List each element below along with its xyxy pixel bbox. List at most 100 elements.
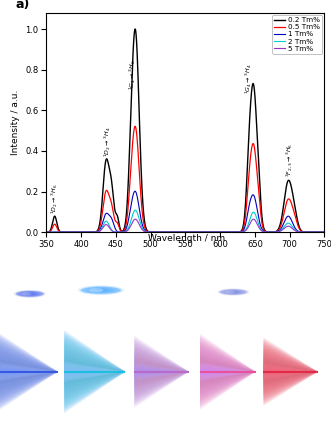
- Polygon shape: [64, 361, 125, 382]
- Polygon shape: [263, 369, 318, 374]
- 5 Tm%: [317, 230, 321, 235]
- Polygon shape: [134, 369, 189, 374]
- Text: $^3F_{2,3}{\rightarrow}^3H_6$: $^3F_{2,3}{\rightarrow}^3H_6$: [285, 143, 294, 177]
- Point: [261, 369, 265, 374]
- Line: 2 Tm%: 2 Tm%: [46, 210, 324, 232]
- Polygon shape: [0, 334, 58, 410]
- Polygon shape: [263, 365, 318, 378]
- 2 Tm%: [163, 230, 167, 235]
- Point: [132, 369, 136, 374]
- Polygon shape: [200, 363, 256, 380]
- 1 Tm%: [287, 214, 291, 219]
- 0.5 Tm%: [76, 230, 80, 235]
- Polygon shape: [64, 368, 125, 376]
- 5 Tm%: [287, 224, 291, 229]
- Polygon shape: [134, 369, 189, 374]
- Polygon shape: [134, 366, 189, 377]
- Point: [187, 369, 191, 374]
- 2 Tm%: [322, 230, 326, 235]
- 5 Tm%: [322, 230, 326, 235]
- Polygon shape: [134, 371, 189, 373]
- Line: 0.2 Tm%: 0.2 Tm%: [46, 29, 324, 232]
- Point: [62, 369, 66, 374]
- 0.5 Tm%: [322, 230, 326, 235]
- Polygon shape: [64, 369, 125, 374]
- Y-axis label: Intensity / a.u.: Intensity / a.u.: [11, 90, 20, 155]
- Point: [187, 369, 191, 374]
- Polygon shape: [134, 368, 189, 375]
- 0.2 Tm%: [151, 230, 155, 235]
- 1 Tm%: [133, 189, 137, 194]
- Ellipse shape: [219, 289, 247, 295]
- Polygon shape: [263, 371, 318, 373]
- Point: [261, 369, 265, 374]
- 0.5 Tm%: [287, 196, 291, 201]
- 5 Tm%: [252, 216, 256, 222]
- Polygon shape: [263, 363, 318, 380]
- Polygon shape: [64, 370, 125, 373]
- Polygon shape: [263, 367, 318, 376]
- Polygon shape: [200, 362, 256, 381]
- Polygon shape: [64, 365, 125, 378]
- Polygon shape: [64, 363, 125, 381]
- 0.2 Tm%: [44, 230, 48, 235]
- Polygon shape: [200, 366, 256, 377]
- Legend: 0.2 Tm%, 0.5 Tm%, 1 Tm%, 2 Tm%, 5 Tm%: 0.2 Tm%, 0.5 Tm%, 1 Tm%, 2 Tm%, 5 Tm%: [272, 15, 322, 54]
- Point: [62, 369, 66, 374]
- 2 Tm%: [317, 230, 321, 235]
- Point: [0, 369, 2, 374]
- Polygon shape: [0, 368, 58, 375]
- Polygon shape: [200, 368, 256, 375]
- Point: [198, 369, 202, 374]
- Polygon shape: [64, 364, 125, 380]
- 1 Tm%: [93, 230, 97, 235]
- Line: 0.5 Tm%: 0.5 Tm%: [46, 126, 324, 232]
- 1 Tm%: [163, 230, 167, 235]
- Text: f): f): [268, 252, 277, 262]
- Polygon shape: [0, 366, 58, 377]
- Polygon shape: [0, 362, 58, 381]
- Polygon shape: [134, 365, 189, 378]
- 0.5 Tm%: [317, 230, 321, 235]
- Text: c): c): [73, 252, 84, 262]
- Point: [187, 369, 191, 374]
- Polygon shape: [263, 364, 318, 379]
- Polygon shape: [64, 366, 125, 377]
- 2 Tm%: [93, 230, 97, 235]
- Polygon shape: [0, 369, 58, 374]
- Point: [316, 369, 320, 374]
- 0.5 Tm%: [151, 230, 155, 235]
- 1 Tm%: [322, 230, 326, 235]
- Point: [0, 369, 2, 374]
- Polygon shape: [0, 365, 58, 379]
- Polygon shape: [134, 371, 189, 373]
- Point: [261, 369, 265, 374]
- 0.5 Tm%: [133, 124, 137, 129]
- Text: d): d): [139, 252, 151, 262]
- 1 Tm%: [44, 230, 48, 235]
- Line: 5 Tm%: 5 Tm%: [46, 219, 324, 232]
- Polygon shape: [200, 371, 256, 373]
- Polygon shape: [0, 335, 58, 409]
- Polygon shape: [134, 365, 189, 378]
- Point: [254, 369, 258, 374]
- Point: [132, 369, 136, 374]
- Polygon shape: [200, 369, 256, 374]
- Polygon shape: [64, 361, 125, 382]
- Text: e): e): [205, 252, 217, 262]
- Polygon shape: [263, 366, 318, 377]
- Polygon shape: [64, 370, 125, 373]
- Polygon shape: [64, 330, 125, 413]
- Polygon shape: [134, 363, 189, 381]
- 0.2 Tm%: [322, 230, 326, 235]
- Polygon shape: [134, 368, 189, 375]
- 2 Tm%: [44, 230, 48, 235]
- Line: 1 Tm%: 1 Tm%: [46, 191, 324, 232]
- Point: [0, 369, 2, 374]
- 5 Tm%: [76, 230, 80, 235]
- Point: [62, 369, 66, 374]
- Polygon shape: [200, 365, 256, 379]
- Ellipse shape: [89, 288, 103, 292]
- 0.2 Tm%: [317, 230, 321, 235]
- Polygon shape: [0, 369, 58, 374]
